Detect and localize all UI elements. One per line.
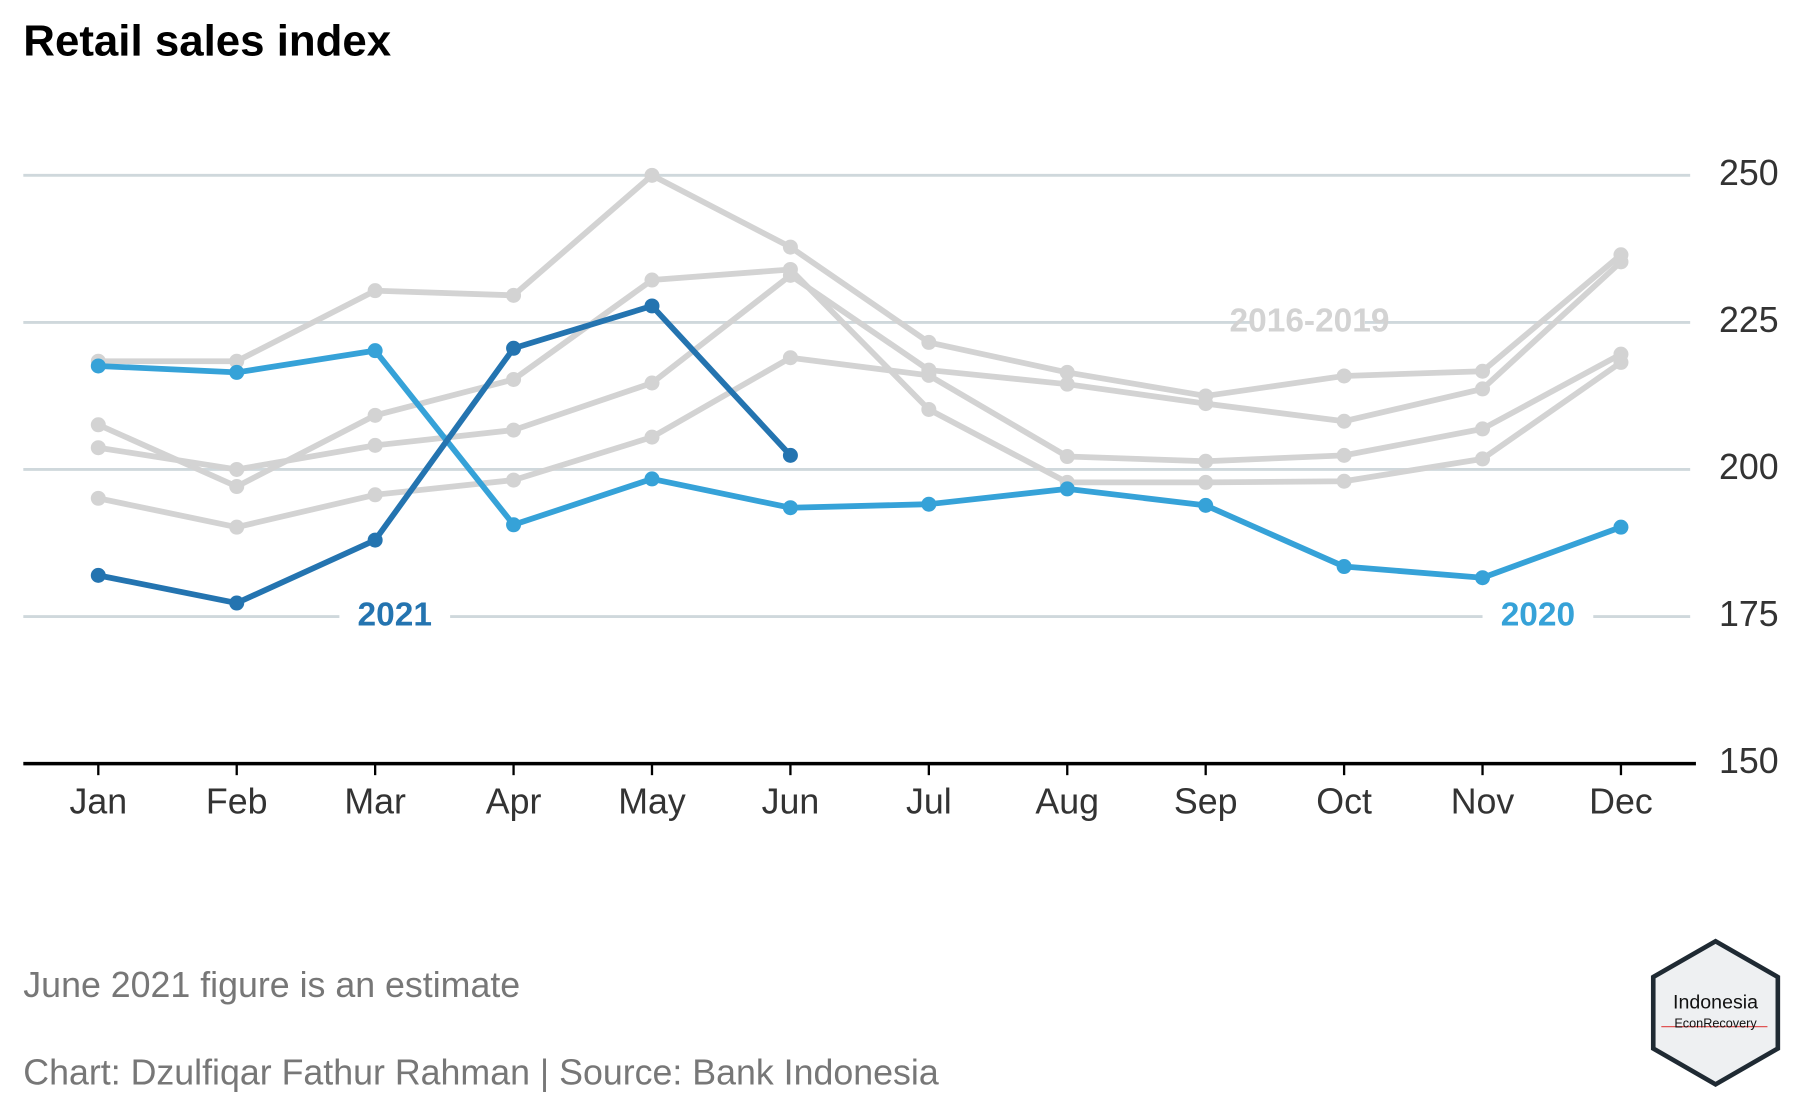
point (1198, 453, 1214, 469)
x-tick-label: Apr (486, 781, 542, 821)
point (90, 567, 106, 583)
series-line (97, 351, 1623, 531)
point (782, 500, 798, 516)
series-label: 2020 (1501, 596, 1575, 633)
point (90, 440, 106, 456)
point (644, 375, 660, 391)
point (90, 358, 106, 374)
point (1613, 346, 1629, 362)
point (1613, 519, 1629, 535)
x-tick-label: Mar (344, 781, 406, 821)
point (229, 353, 245, 369)
x-tick-label: Feb (206, 781, 268, 821)
point (90, 490, 106, 506)
point (1475, 570, 1491, 586)
point (782, 267, 798, 283)
x-tick-label: Dec (1589, 781, 1653, 821)
series-line (98, 172, 1623, 399)
label-bg (1254, 301, 1365, 344)
point (644, 471, 660, 487)
y-tick-label: 150 (1719, 741, 1779, 781)
point (1475, 363, 1491, 379)
point (644, 298, 660, 314)
logo: Indonesia EconRecovery (1650, 938, 1781, 1087)
x-tick-label: Jul (906, 781, 952, 821)
point (229, 479, 245, 495)
source: Chart: Dzulfiqar Fathur Rahman | Source:… (23, 1053, 939, 1093)
point (644, 272, 660, 288)
point (229, 461, 245, 477)
y-tick-label: 250 (1719, 153, 1779, 193)
point (921, 496, 937, 512)
x-tick-label: Nov (1451, 781, 1515, 821)
y-tick-label: 225 (1719, 300, 1779, 340)
point (229, 364, 245, 380)
point (782, 350, 798, 366)
point (1475, 421, 1491, 437)
x-tick-label: Jan (69, 781, 127, 821)
point (644, 167, 660, 183)
point (1198, 474, 1214, 490)
series-label: 2016-2019 (1230, 302, 1390, 339)
x-tick-label: Oct (1316, 781, 1372, 821)
point (1475, 451, 1491, 467)
point (782, 239, 798, 255)
point (367, 532, 383, 548)
point (1336, 413, 1352, 429)
point (1059, 364, 1075, 380)
point (506, 340, 522, 356)
note: June 2021 figure is an estimate (23, 965, 520, 1005)
series-line (97, 266, 1623, 490)
series-line (97, 303, 793, 606)
point (506, 371, 522, 387)
point (1059, 376, 1075, 392)
label-bg (1482, 595, 1594, 638)
point (367, 407, 383, 423)
logo-subtitle: EconRecovery (1674, 1017, 1757, 1031)
point (367, 437, 383, 453)
point (506, 517, 522, 533)
point (921, 367, 937, 383)
point (1059, 481, 1075, 497)
point (1198, 497, 1214, 513)
point (1336, 559, 1352, 575)
point (367, 343, 383, 359)
logo-hexagon (1650, 938, 1781, 1087)
point (1336, 368, 1352, 384)
point (1475, 381, 1491, 397)
point (229, 595, 245, 611)
x-tick-label: Aug (1035, 781, 1099, 821)
point (1336, 473, 1352, 489)
point (506, 422, 522, 438)
series-line (97, 259, 1623, 473)
x-tick-label: May (618, 781, 686, 821)
point (921, 334, 937, 350)
point (229, 519, 245, 535)
logo-title: Indonesia (1673, 992, 1758, 1014)
y-tick-label: 200 (1719, 447, 1779, 487)
point (782, 447, 798, 463)
point (367, 283, 383, 299)
point (1198, 396, 1214, 412)
point (921, 401, 937, 417)
point (367, 487, 383, 503)
label-bg (339, 595, 451, 638)
point (90, 417, 106, 433)
x-tick-label: Jun (762, 781, 820, 821)
y-tick-label: 175 (1719, 594, 1779, 634)
x-tick-label: Sep (1174, 781, 1238, 821)
point (506, 287, 522, 303)
point (506, 472, 522, 488)
series-line (98, 347, 1622, 581)
series-label: 2021 (358, 596, 432, 633)
point (1059, 449, 1075, 465)
chart-title: Retail sales index (23, 16, 391, 65)
point (1336, 447, 1352, 463)
point (1613, 254, 1629, 270)
point (644, 429, 660, 445)
